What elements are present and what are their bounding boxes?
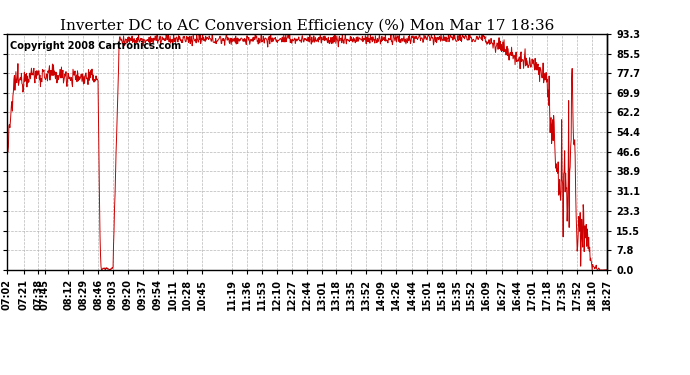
Title: Inverter DC to AC Conversion Efficiency (%) Mon Mar 17 18:36: Inverter DC to AC Conversion Efficiency … [60, 18, 554, 33]
Text: Copyright 2008 Cartronics.com: Copyright 2008 Cartronics.com [10, 41, 181, 51]
